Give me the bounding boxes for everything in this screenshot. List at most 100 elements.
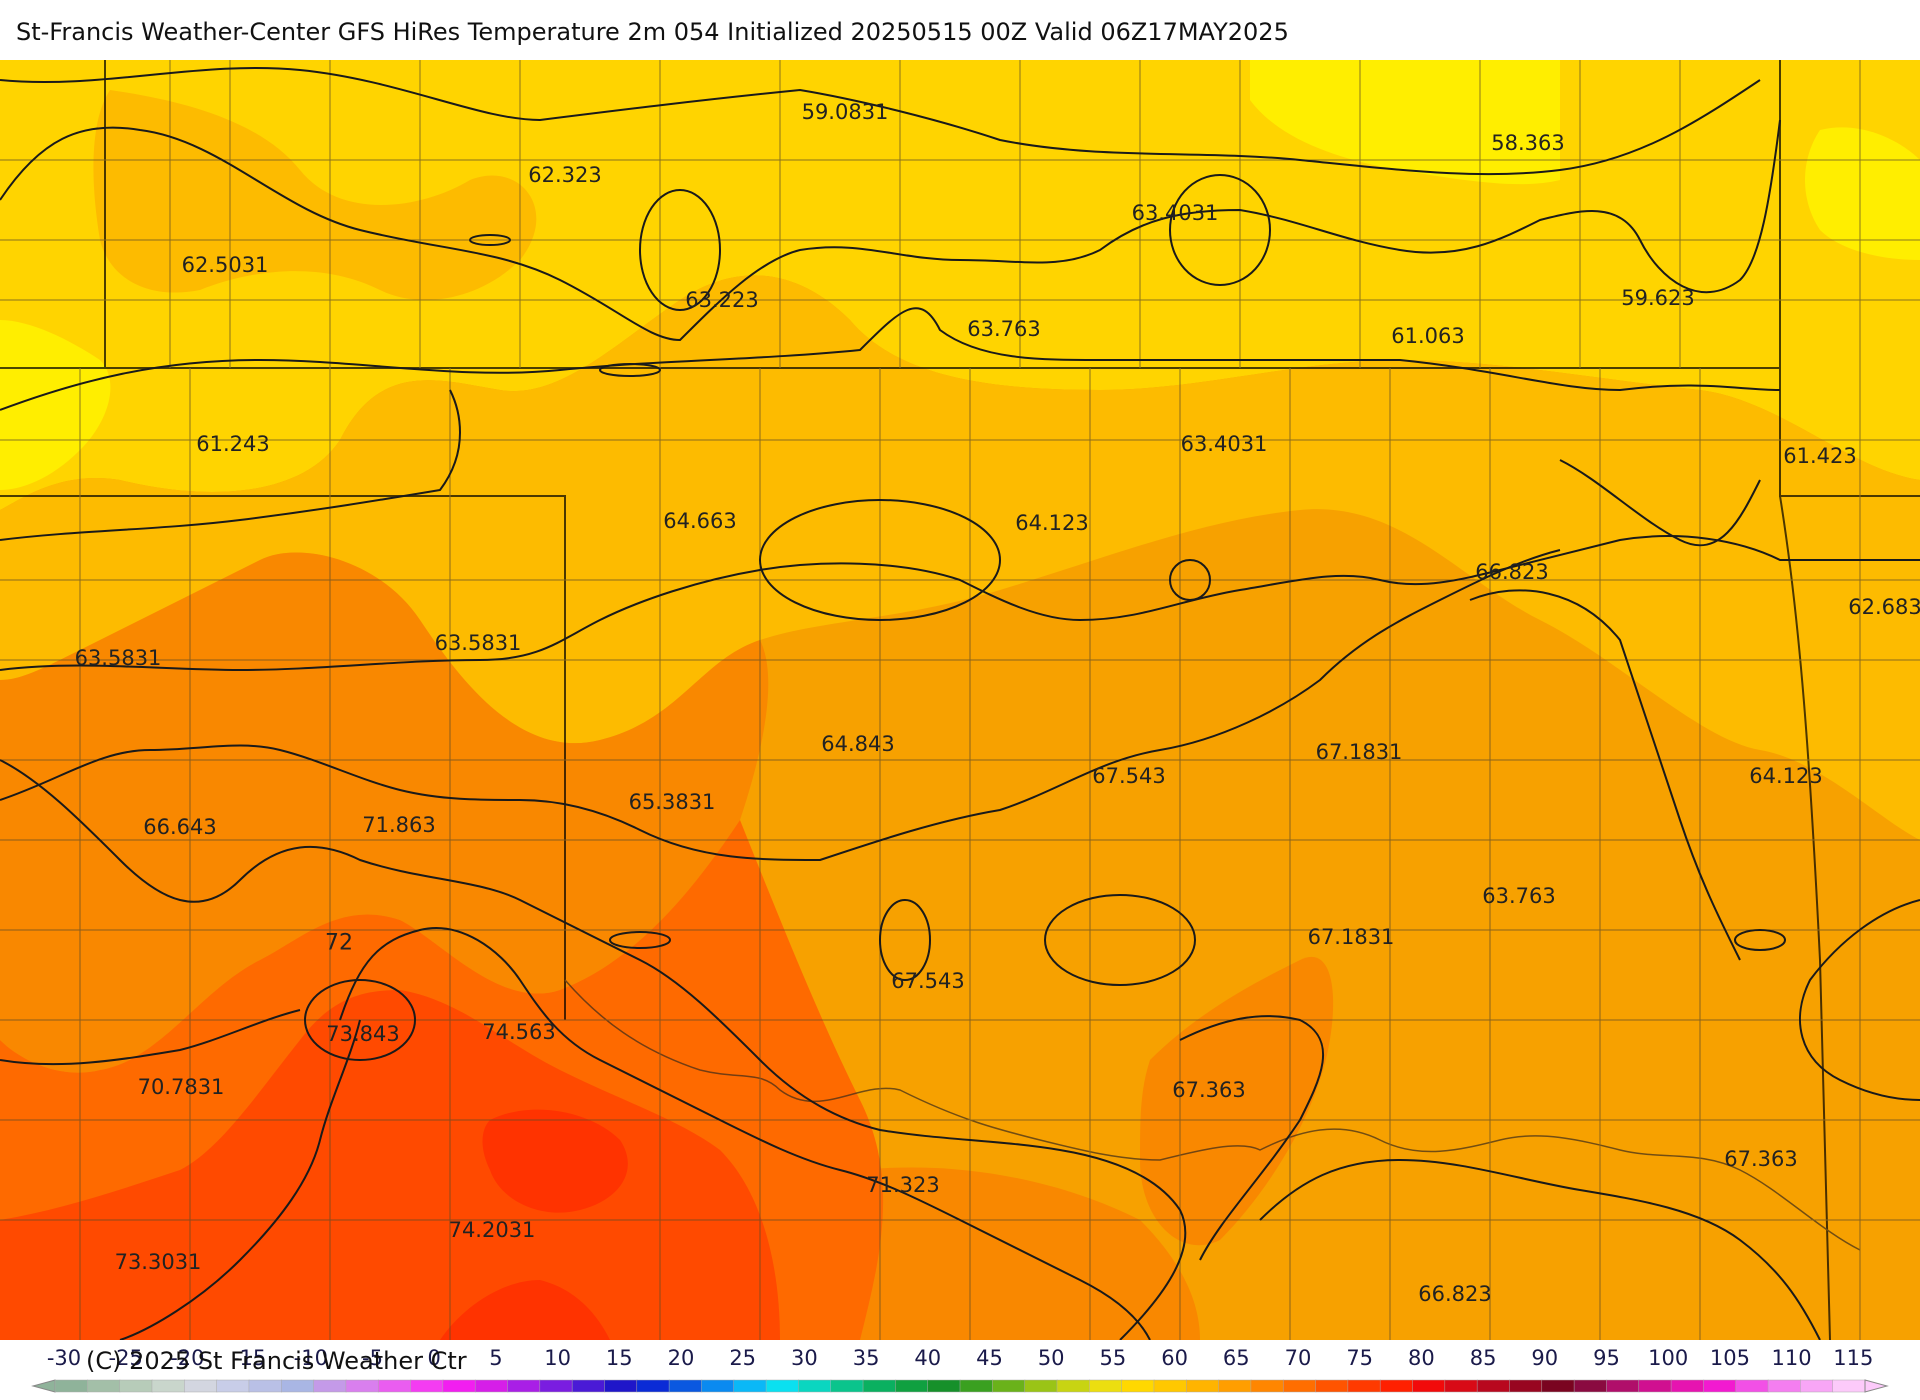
contour-east-1: [1469, 589, 1741, 961]
temp-label: 67.1831: [1315, 740, 1403, 764]
colorbar-swatch: [1218, 1379, 1252, 1393]
temp-label: 63.4031: [1131, 201, 1219, 225]
state-line-2: [0, 495, 566, 1020]
colorbar-swatch: [765, 1379, 800, 1393]
copyright-notice: (C) 2025 St Francis Weather Ctr: [86, 1347, 467, 1375]
colorbar-swatch: [1315, 1379, 1349, 1393]
colorbar-tick-label: 110: [1771, 1346, 1812, 1370]
colorbar-tick-label: 105: [1709, 1346, 1750, 1370]
temp-label: 59.0831: [801, 100, 889, 124]
contour-west-1: [0, 389, 461, 541]
colorbar-tick-label: 50: [1037, 1346, 1065, 1370]
zone-darker-northwest: [93, 90, 537, 300]
contour-south-2: [339, 927, 1151, 1340]
temp-label: 64.123: [1015, 511, 1089, 535]
colorbar-tick-label: 65: [1222, 1346, 1250, 1370]
colorbar-swatch: [1638, 1379, 1672, 1393]
colorbar-tick-label: -20: [170, 1346, 205, 1370]
temp-label: 61.063: [1391, 324, 1465, 348]
colorbar-tick-label: 45: [976, 1346, 1003, 1370]
temp-label: 64.843: [821, 732, 895, 756]
temp-label: 65.3831: [628, 790, 716, 814]
temp-label: 58.363: [1491, 131, 1565, 155]
colorbar-tick-label: 70: [1284, 1346, 1312, 1370]
colorbar-swatch: [798, 1379, 832, 1393]
colorbar-tick-label: 30: [791, 1346, 818, 1370]
colorbar-swatch: [1606, 1379, 1640, 1393]
colorbar-swatch: [1121, 1379, 1155, 1393]
temp-label: 63.223: [685, 288, 759, 312]
colorbar-swatch: [1670, 1379, 1705, 1393]
colorbar-tick-label: 115: [1833, 1346, 1874, 1370]
colorbar-swatch: [1089, 1379, 1123, 1393]
colorbar-swatch: [313, 1379, 347, 1393]
colorbar-tick-label: 5: [489, 1346, 503, 1370]
colorbar-tick-label: 20: [667, 1346, 695, 1370]
county-lines-v: [79, 60, 1861, 1340]
colorbar-swatch: [442, 1379, 476, 1393]
contour-west-loop: [0, 1009, 301, 1066]
contour-south-5: [1259, 1158, 1821, 1340]
colorbar-swatch: [1250, 1379, 1284, 1393]
contour-value-label: 72: [325, 930, 353, 956]
colorbar-tick-label: 95: [1593, 1346, 1620, 1370]
temp-label: 62.683: [1848, 595, 1920, 619]
temp-label: 64.123: [1749, 764, 1823, 788]
colorbar-tick-label: -30: [46, 1346, 82, 1370]
temp-label: 63.5831: [74, 646, 162, 670]
temp-label: 67.543: [1092, 764, 1166, 788]
temp-label: 74.563: [482, 1020, 556, 1044]
temp-label: 74.2031: [448, 1218, 536, 1242]
contour-ne-loop: [1559, 459, 1761, 547]
colorbar-swatch: [1800, 1379, 1834, 1393]
colorbar-swatch: [636, 1379, 670, 1393]
state-line-4: [1779, 495, 1831, 1340]
colorbar-tick-label: 85: [1469, 1346, 1497, 1370]
temp-label: 63.4031: [1180, 432, 1268, 456]
temperature-shading: [0, 60, 1920, 1340]
colorbar-swatch: [1444, 1379, 1478, 1393]
temp-label: 67.363: [1724, 1147, 1798, 1171]
colorbar-swatch: [571, 1379, 606, 1393]
colorbar-swatch: [1282, 1379, 1317, 1393]
colorbar-swatch: [959, 1379, 994, 1393]
colorbar-tick-label: 40: [914, 1346, 942, 1370]
temp-label: 61.243: [196, 432, 270, 456]
zone-red: [0, 990, 780, 1340]
contour-oval-5: [304, 979, 416, 1061]
contour-oval-8: [1734, 929, 1786, 951]
colorbar-swatch: [87, 1379, 121, 1393]
colorbar-swatch: [474, 1379, 509, 1393]
contour-oval-4: [879, 899, 931, 981]
colorbar-swatch: [151, 1379, 186, 1393]
temp-label: 67.363: [1172, 1078, 1246, 1102]
temp-label: 67.1831: [1307, 925, 1395, 949]
contour-mid-2: [0, 549, 1561, 862]
contour-north-1: [0, 66, 1761, 176]
colorbar-swatch: [1056, 1379, 1091, 1393]
temp-label: 61.423: [1783, 444, 1857, 468]
colorbar-swatch: [281, 1379, 315, 1393]
colorbar-swatch: [1541, 1379, 1575, 1393]
colorbar-swatch: [216, 1379, 250, 1393]
temp-label: 66.823: [1475, 560, 1549, 584]
contour-oval-3: [1044, 894, 1196, 986]
temp-label: 62.323: [528, 163, 602, 187]
colorbar-scale: [31, 1379, 1889, 1393]
contour-oval-7: [1169, 559, 1211, 601]
zone-cool-yellow-ne: [1250, 60, 1560, 185]
red-river: [564, 979, 1861, 1251]
temp-label: 66.823: [1418, 1282, 1492, 1306]
contour-south-3: [119, 1019, 361, 1340]
colorbar-min-arrow: [31, 1379, 56, 1393]
colorbar-tick-label: 100: [1648, 1346, 1689, 1370]
contour-east-2: [1799, 899, 1920, 1101]
contour-north-2: [0, 119, 1781, 342]
zone-cool-yellow-e: [1805, 127, 1920, 260]
colorbar-tick-label: 60: [1161, 1346, 1188, 1370]
colorbar-swatch: [1573, 1379, 1608, 1393]
colorbar: -30 -25 -20 -15 -10 -5 0 5 10 15 20 25 30 35 40 45 50 55 6…: [0, 1340, 1920, 1400]
colorbar-swatch: [1832, 1379, 1866, 1393]
temp-label: 67.543: [891, 969, 965, 993]
map-title: St-Francis Weather-Center GFS HiRes Temp…: [16, 18, 1289, 46]
